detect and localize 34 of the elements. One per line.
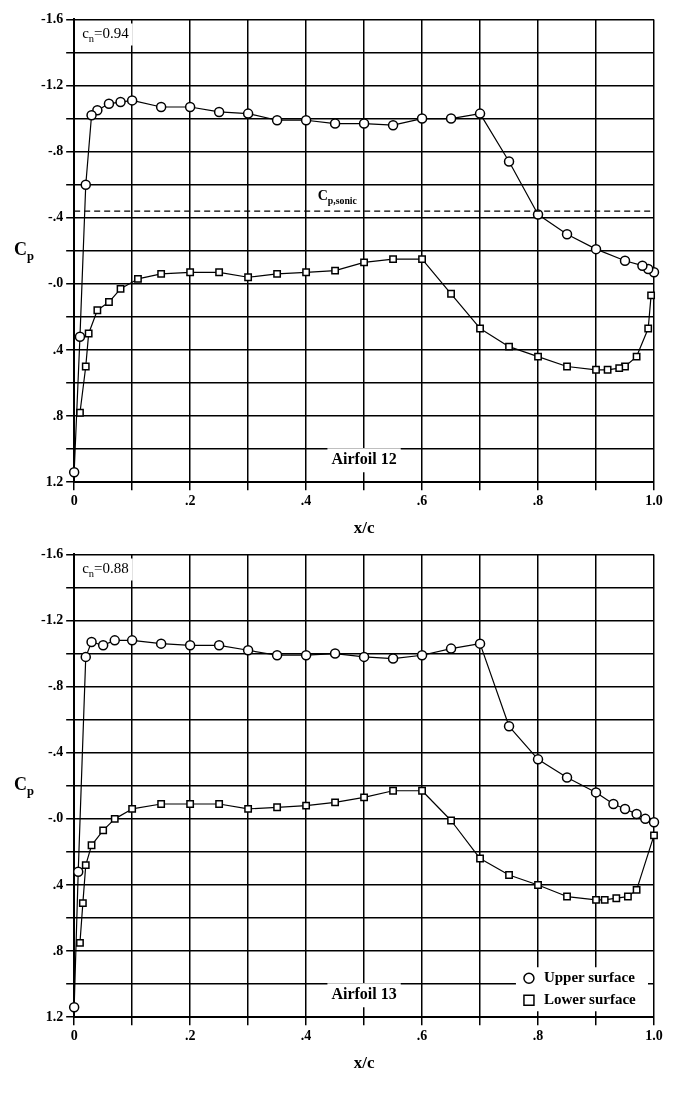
x-tick-label: 0 (70, 493, 78, 509)
x-tick-label: .2 (184, 493, 196, 509)
x-axis-title: x/c (353, 518, 375, 538)
x-tick-label: .6 (416, 493, 428, 509)
x-tick-label: 1.0 (645, 1028, 663, 1044)
y-tick-label: .8 (52, 942, 64, 958)
legend-label: Lower surface (543, 991, 637, 1008)
x-tick-label: .2 (184, 1028, 196, 1044)
x-tick-label: .8 (532, 1028, 544, 1044)
y-tick-label: -1.2 (40, 77, 64, 93)
x-tick-label: .4 (300, 1028, 312, 1044)
x-axis-title: x/c (353, 1053, 375, 1073)
y-tick-label: .8 (52, 407, 64, 423)
x-tick-label: 1.0 (645, 493, 663, 509)
x-tick-label: .6 (416, 1028, 428, 1044)
x-tick-label: .8 (532, 493, 544, 509)
y-tick-label: 1.2 (45, 473, 64, 489)
y-tick-label: -.4 (47, 209, 64, 225)
y-tick-label: .4 (52, 341, 64, 357)
y-tick-label: -.4 (47, 744, 64, 760)
y-tick-label: .4 (52, 876, 64, 892)
y-tick-label: -1.2 (40, 612, 64, 628)
text: Airfoil 12 (331, 450, 397, 468)
x-tick-label: .4 (300, 493, 312, 509)
y-tick-label: 1.2 (45, 1008, 64, 1024)
y-tick-label: -.0 (47, 275, 64, 291)
text: Airfoil 13 (331, 985, 397, 1003)
y-tick-label: -.8 (47, 143, 64, 159)
y-tick-label: -1.6 (40, 11, 64, 27)
y-tick-label: -.0 (47, 810, 64, 826)
legend-label: Upper surface (543, 969, 636, 986)
x-tick-label: 0 (70, 1028, 78, 1044)
y-tick-label: -.8 (47, 678, 64, 694)
y-tick-label: -1.6 (40, 546, 64, 562)
